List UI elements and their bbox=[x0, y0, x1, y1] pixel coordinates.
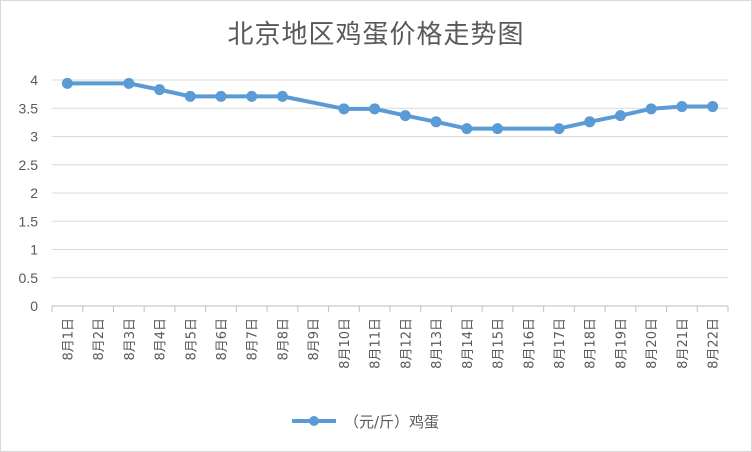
x-tick-label: 8月14日 bbox=[461, 318, 476, 369]
data-point bbox=[215, 90, 227, 102]
data-point bbox=[614, 110, 626, 122]
y-tick-label: 2.5 bbox=[19, 157, 39, 173]
data-point bbox=[584, 116, 596, 128]
data-point bbox=[123, 77, 135, 89]
legend-marker bbox=[292, 416, 336, 426]
y-tick-label: 0.5 bbox=[19, 270, 39, 286]
x-tick-label: 8月13日 bbox=[430, 318, 445, 369]
x-tick-label: 8月17日 bbox=[553, 318, 568, 369]
x-tick-label: 8月6日 bbox=[215, 318, 230, 361]
x-tick-label: 8月12日 bbox=[399, 318, 414, 369]
data-point bbox=[61, 77, 73, 89]
data-point bbox=[492, 123, 504, 135]
x-tick-label: 8月22日 bbox=[707, 318, 722, 369]
data-point bbox=[707, 101, 719, 113]
data-point bbox=[461, 123, 473, 135]
legend: （元/斤）鸡蛋 bbox=[292, 410, 439, 432]
data-point bbox=[399, 110, 411, 122]
x-tick-label: 8月21日 bbox=[676, 318, 691, 369]
x-tick-label: 8月10日 bbox=[338, 318, 353, 369]
x-tick-label: 8月19日 bbox=[614, 318, 629, 369]
data-point bbox=[154, 84, 166, 96]
chart-title: 北京地区鸡蛋价格走势图 bbox=[227, 20, 525, 50]
x-tick-label: 8月11日 bbox=[369, 318, 384, 369]
y-tick-label: 3 bbox=[30, 129, 38, 145]
x-tick-label: 8月1日 bbox=[61, 318, 76, 361]
y-tick-label: 1.5 bbox=[19, 213, 39, 229]
x-tick-label: 8月20日 bbox=[645, 318, 660, 369]
y-tick-label: 0 bbox=[30, 298, 38, 314]
data-point bbox=[184, 90, 196, 102]
y-tick-label: 1 bbox=[30, 242, 38, 258]
y-tick-label: 3.5 bbox=[19, 100, 39, 116]
x-tick-label: 8月16日 bbox=[522, 318, 537, 369]
data-point bbox=[338, 103, 350, 115]
x-tick-label: 8月5日 bbox=[184, 318, 199, 361]
data-point bbox=[430, 116, 442, 128]
legend-label: （元/斤）鸡蛋 bbox=[344, 412, 440, 431]
x-tick-label: 8月15日 bbox=[492, 318, 507, 369]
x-tick-label: 8月7日 bbox=[246, 318, 261, 361]
x-tick-label: 8月4日 bbox=[154, 318, 169, 361]
x-tick-label: 8月2日 bbox=[92, 318, 107, 361]
data-point bbox=[246, 90, 258, 102]
data-point bbox=[676, 101, 688, 113]
y-tick-label: 4 bbox=[30, 72, 38, 88]
x-tick-label: 8月3日 bbox=[123, 318, 138, 361]
data-point bbox=[553, 123, 565, 135]
y-tick-label: 2 bbox=[30, 185, 38, 201]
data-point bbox=[276, 90, 288, 102]
data-point bbox=[369, 103, 381, 115]
data-point bbox=[645, 103, 657, 115]
x-tick-label: 8月9日 bbox=[307, 318, 322, 361]
x-tick-label: 8月8日 bbox=[276, 318, 291, 361]
x-tick-label: 8月18日 bbox=[584, 318, 599, 369]
